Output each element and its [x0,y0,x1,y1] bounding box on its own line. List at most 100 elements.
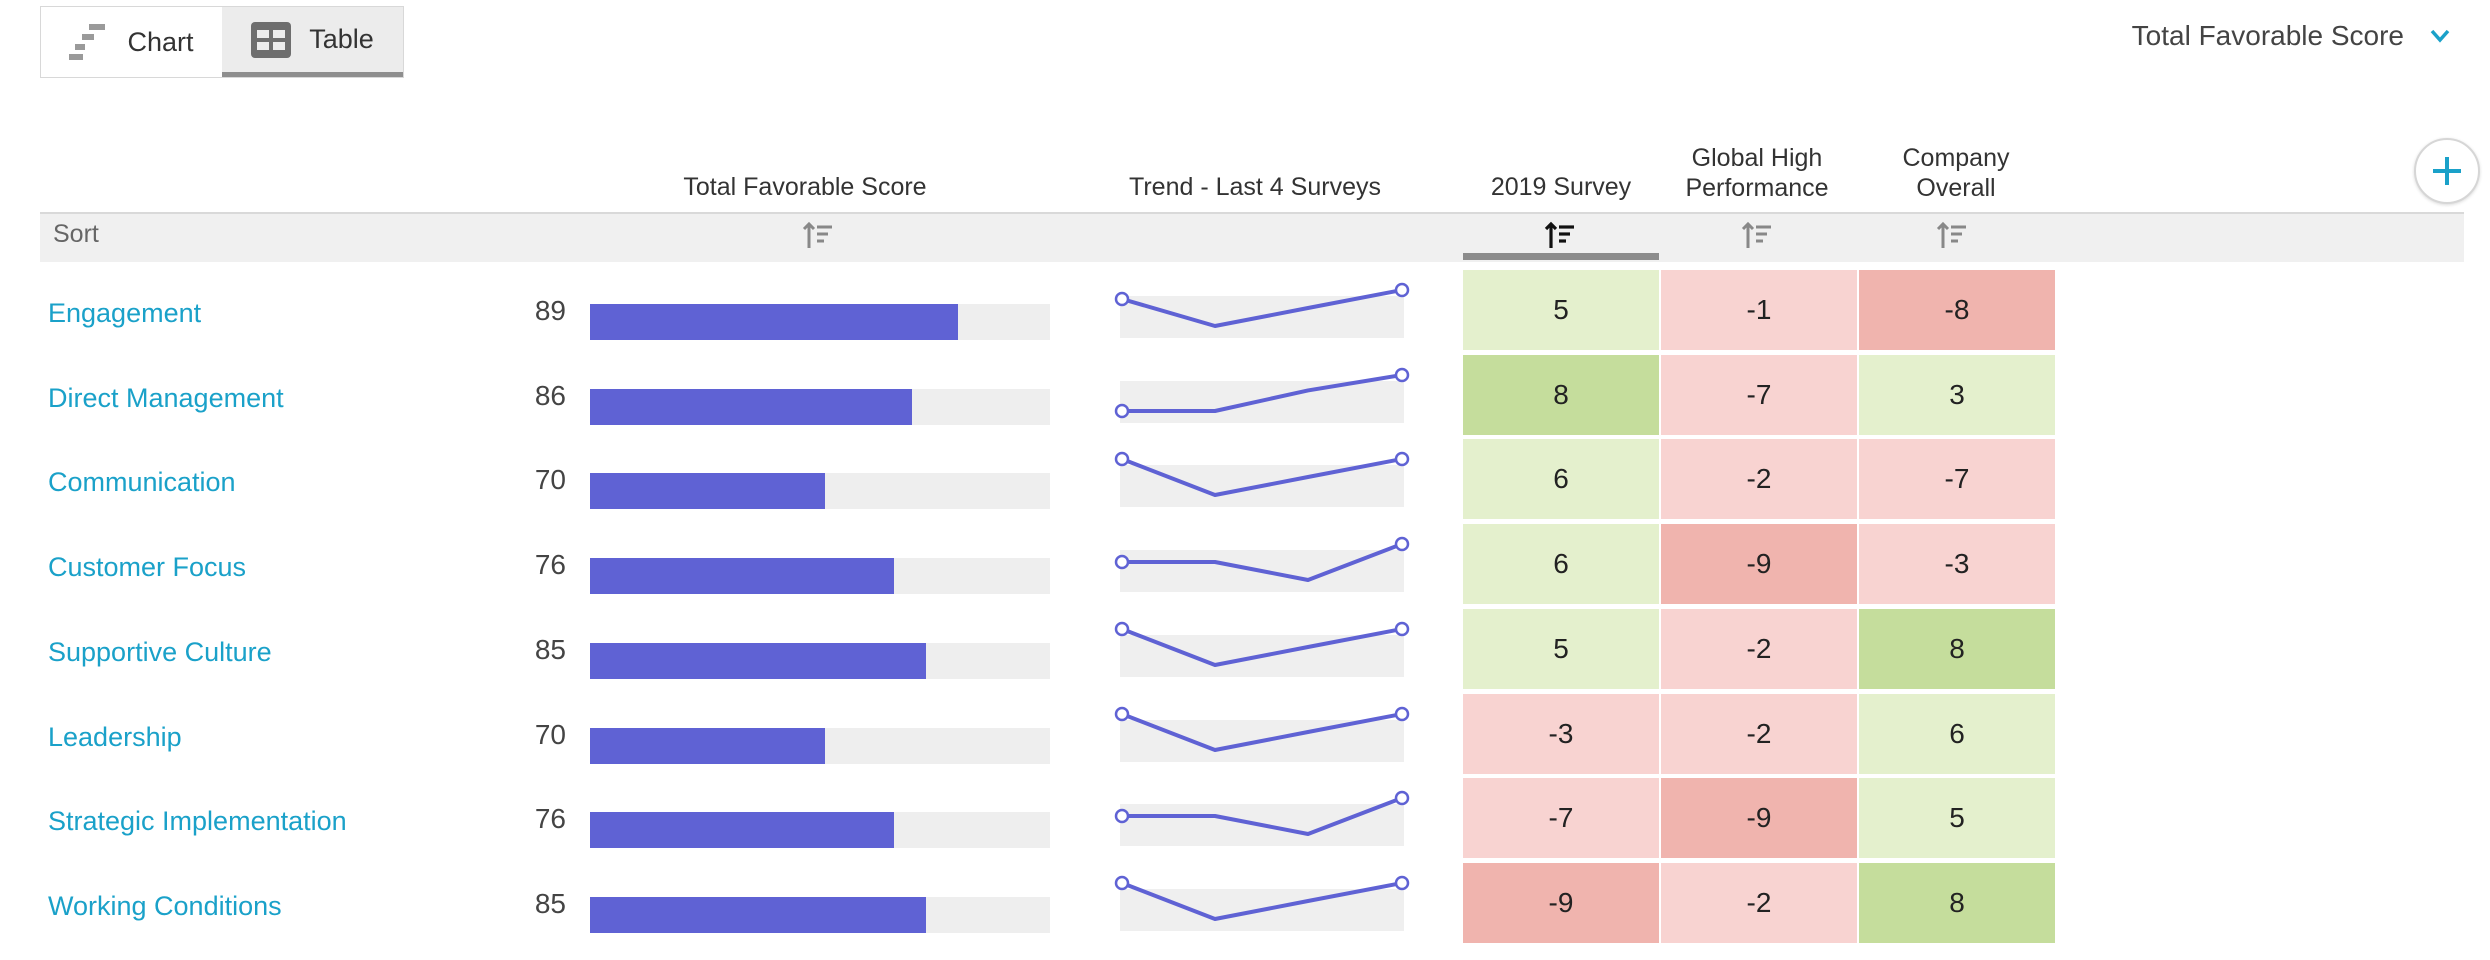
cell-2019-survey: -3 [1463,693,1659,774]
row-score-value: 76 [534,549,566,581]
cell-company-overall: 5 [1859,778,2055,859]
table-row: Engagement 89 5 -1 -8 [0,268,2490,352]
row-dimension-link[interactable]: Leadership [48,721,182,752]
table-row: Leadership 70 -3 -2 6 [0,692,2490,776]
cell-global-high-performance: -2 [1661,693,1857,774]
table-row: Working Conditions 85 -9 -2 8 [0,861,2490,945]
cell-2019-survey: 6 [1463,439,1659,520]
cell-company-overall: 3 [1859,354,2055,435]
sort-label: Sort [53,220,99,248]
sparkline-line [1121,457,1403,498]
metric-dropdown-value: Total Favorable Score [2131,20,2404,51]
score-bar-track [590,558,1050,595]
column-header-score: Total Favorable Score [683,173,927,201]
column-header-2019-survey: 2019 Survey [1490,173,1632,201]
row-dimension-link[interactable]: Customer Focus [48,552,247,583]
plus-icon [2433,157,2461,185]
row-score-value: 89 [534,295,566,326]
row-score-value: 70 [534,464,566,496]
sparkline-end-point [1394,282,1410,298]
table-row: Customer Focus 76 6 -9 -3 [0,522,2490,606]
row-score-value: 86 [534,379,566,411]
sort-bar [40,212,2464,262]
sparkline-line [1121,711,1403,752]
score-bar-track [590,388,1050,425]
score-bar-track [590,896,1050,933]
sort-score-icon[interactable] [802,221,834,251]
trend-sparkline [1114,790,1410,847]
sparkline-start-point [1114,554,1130,570]
table-row: Communication 70 6 -2 -7 [0,437,2490,521]
cell-company-overall: -7 [1859,439,2055,520]
sparkline-line [1122,796,1403,837]
row-dimension-link[interactable]: Working Conditions [48,890,282,921]
trend-sparkline [1114,282,1410,338]
row-dimension-link[interactable]: Engagement [48,298,202,328]
cell-2019-survey: 5 [1463,608,1659,689]
view-toggle: Chart Table [40,6,404,78]
cell-company-overall: 6 [1859,693,2055,774]
sparkline-line [1121,626,1403,667]
sparkline-line [1122,542,1403,583]
cell-2019-survey: -7 [1463,778,1659,859]
cell-global-high-performance: -9 [1661,778,1857,859]
cell-company-overall: -3 [1859,524,2055,605]
sparkline-line [1122,372,1403,413]
chart-view-label: Chart [127,26,194,57]
trend-sparkline [1114,367,1410,423]
sort-global-high-performance-icon[interactable] [1741,221,1773,251]
sparkline-end-point [1394,790,1410,806]
active-sort-indicator [1463,253,1659,260]
cell-company-overall: 8 [1859,608,2055,689]
sparkline-start-point [1114,291,1130,307]
column-header-company-line2: Overall [1916,174,1996,202]
score-bar-fill [590,304,958,340]
trend-sparkline [1114,875,1410,931]
row-dimension-link[interactable]: Communication [48,467,236,498]
cell-2019-survey: -9 [1463,862,1659,943]
sparkline-end-point [1394,706,1410,721]
sort-company-overall-icon[interactable] [1936,221,1968,251]
column-header-global-high-performance: Global High Performance [1659,143,1855,203]
score-bar-fill [590,558,894,595]
table-row: Supportive Culture 85 5 -2 8 [0,607,2490,691]
chart-view-button[interactable]: Chart [41,7,222,77]
table-view-label: Table [309,24,374,54]
row-score-value: 76 [534,803,566,835]
score-bar-track [590,727,1050,764]
row-dimension-link[interactable]: Supportive Culture [48,636,272,667]
chevron-down-icon [2430,29,2450,43]
row-score-value: 85 [534,887,566,919]
cell-global-high-performance: -9 [1661,524,1857,605]
table-icon [251,21,292,58]
sort-2019-survey-icon[interactable] [1544,221,1576,251]
cell-company-overall: -8 [1859,270,2055,350]
table-row: Direct Management 86 8 -7 3 [0,353,2490,437]
cell-2019-survey: 8 [1463,354,1659,435]
row-dimension-link[interactable]: Direct Management [48,382,284,413]
cell-2019-survey: 5 [1463,270,1659,350]
cell-2019-survey: 6 [1463,524,1659,605]
row-score-value: 70 [534,718,566,750]
score-bar-fill [590,812,894,849]
sparkline-start-point [1114,808,1130,824]
score-bar-fill [590,727,825,764]
sparkline-end-point [1394,536,1410,552]
row-dimension-link[interactable]: Strategic Implementation [48,806,347,837]
score-bar-fill [590,473,825,510]
add-column-button[interactable] [2414,138,2480,204]
column-header-company-overall: Company Overall [1858,143,2054,203]
metric-dropdown[interactable]: Total Favorable Score [2132,20,2450,52]
cell-global-high-performance: -2 [1661,862,1857,943]
trend-sparkline [1114,621,1410,677]
cell-global-high-performance: -1 [1661,270,1857,350]
sparkline-start-point [1114,621,1130,637]
sparkline-start-point [1114,403,1130,418]
sparkline-end-point [1394,875,1410,891]
column-header-global-line1: Global High [1691,144,1823,172]
score-bar-track [590,642,1050,679]
sparkline-end-point [1394,452,1410,467]
sparkline-start-point [1114,706,1130,721]
trend-sparkline [1114,536,1410,593]
table-view-button[interactable]: Table [222,7,403,77]
